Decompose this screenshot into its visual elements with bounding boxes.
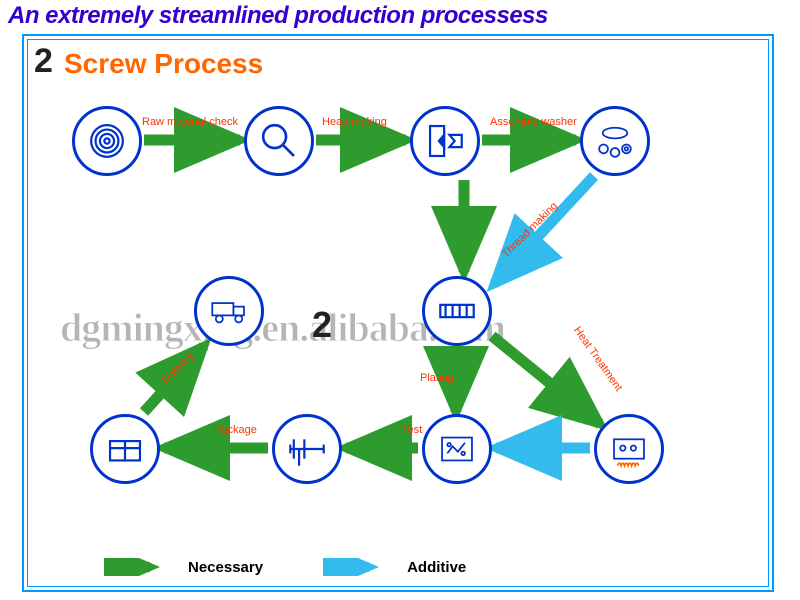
arrow-3	[494, 176, 594, 284]
node-thread	[422, 276, 492, 346]
arrow-layer	[24, 36, 772, 590]
label-raw: Raw material check	[142, 116, 238, 128]
node-delivery	[194, 276, 264, 346]
node-test	[422, 414, 492, 484]
node-caliper	[272, 414, 342, 484]
legend-arrow-additive	[323, 558, 379, 576]
node-package	[90, 414, 160, 484]
page-title: An extremely streamlined production proc…	[0, 0, 800, 32]
node-heat	[594, 414, 664, 484]
label-head: Assemble washer	[490, 116, 577, 128]
node-head	[410, 106, 480, 176]
legend-label-necessary: Necessary	[188, 559, 263, 576]
node-check	[244, 106, 314, 176]
label-caliper: Package	[214, 424, 257, 436]
node-raw	[72, 106, 142, 176]
legend-arrow-necessary	[104, 558, 160, 576]
label-test: Test	[402, 424, 422, 436]
node-washer	[580, 106, 650, 176]
legend-label-additive: Additive	[407, 559, 466, 576]
label-plating: Plating	[420, 372, 454, 384]
label-check: Head making	[322, 116, 387, 128]
diagram-frame: 2 Screw Process dgmingxing.en.alibaba.co…	[22, 34, 774, 592]
legend: Necessary Additive	[104, 558, 506, 576]
